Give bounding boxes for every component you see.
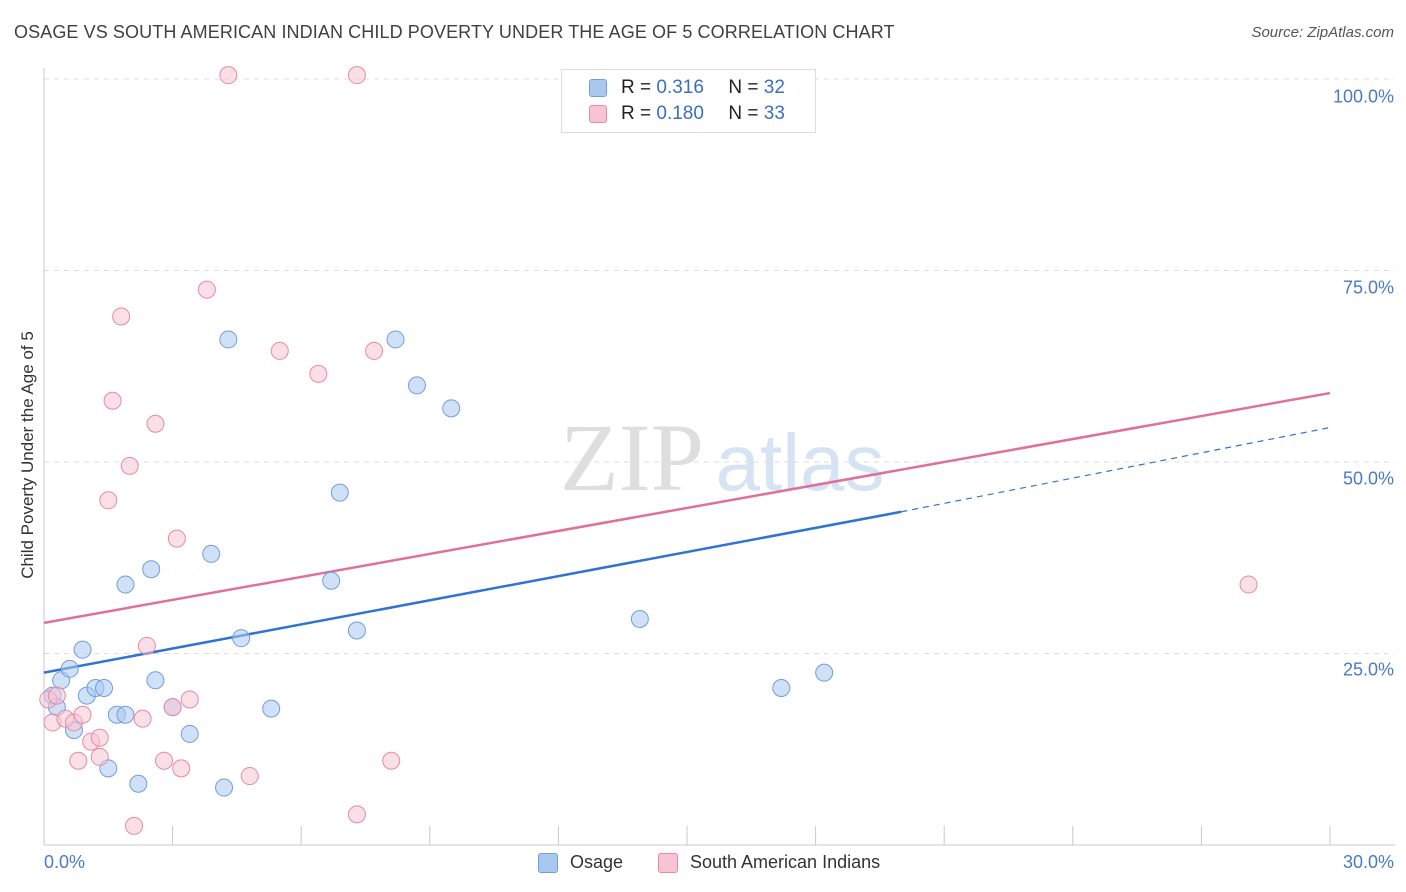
point-osage bbox=[330, 483, 349, 502]
r-value: 0.316 bbox=[656, 77, 704, 98]
point-south-american-indians bbox=[90, 728, 109, 747]
y-axis-label: Child Poverty Under the Age of 5 bbox=[18, 331, 37, 579]
point-osage bbox=[262, 699, 281, 718]
point-south-american-indians bbox=[180, 690, 199, 709]
point-south-american-indians bbox=[382, 751, 401, 770]
series-legend: Osage South American Indians bbox=[0, 852, 1406, 878]
r-value: 0.180 bbox=[656, 103, 704, 124]
point-south-american-indians bbox=[112, 307, 131, 326]
point-south-american-indians bbox=[133, 709, 152, 728]
data-points bbox=[39, 66, 1258, 835]
point-south-american-indians bbox=[47, 686, 66, 705]
point-south-american-indians bbox=[1239, 575, 1258, 594]
point-south-american-indians bbox=[73, 705, 92, 724]
point-south-american-indians bbox=[197, 280, 216, 299]
point-osage bbox=[322, 571, 341, 590]
axes bbox=[43, 68, 1395, 846]
point-south-american-indians bbox=[167, 529, 186, 548]
point-osage bbox=[142, 560, 161, 579]
x-tick-label: 0.0% bbox=[44, 852, 86, 872]
point-south-american-indians bbox=[125, 816, 144, 835]
point-south-american-indians bbox=[69, 751, 88, 770]
y-tick-label: 50.0% bbox=[1342, 468, 1394, 489]
y-tick-label: 100.0% bbox=[1332, 86, 1394, 107]
point-osage bbox=[129, 774, 148, 793]
point-south-american-indians bbox=[172, 759, 191, 778]
watermark: ZIP atlas bbox=[560, 404, 884, 511]
point-osage bbox=[219, 330, 238, 349]
point-south-american-indians bbox=[240, 767, 259, 786]
osage-swatch bbox=[589, 79, 607, 97]
watermark-zip: ZIP bbox=[560, 404, 704, 511]
point-south-american-indians bbox=[365, 341, 384, 360]
gridlines bbox=[44, 78, 1395, 654]
point-osage bbox=[146, 671, 165, 690]
point-osage bbox=[202, 544, 221, 563]
point-south-american-indians bbox=[137, 636, 156, 655]
y-tick-label: 25.0% bbox=[1342, 659, 1394, 680]
chart-title: OSAGE VS SOUTH AMERICAN INDIAN CHILD POV… bbox=[14, 22, 895, 42]
point-osage bbox=[95, 678, 114, 697]
osage-swatch bbox=[538, 852, 558, 873]
south-american-indians-swatch bbox=[589, 105, 607, 123]
point-south-american-indians bbox=[99, 491, 118, 510]
r-label: R = bbox=[621, 103, 652, 124]
point-south-american-indians bbox=[347, 66, 366, 85]
point-south-american-indians bbox=[103, 391, 122, 410]
trend-lines bbox=[43, 391, 1331, 674]
point-osage bbox=[60, 659, 79, 678]
point-south-american-indians bbox=[219, 66, 238, 85]
n-value: 32 bbox=[763, 77, 785, 98]
point-osage bbox=[815, 663, 834, 682]
point-osage bbox=[347, 621, 366, 640]
point-osage bbox=[215, 778, 234, 797]
point-osage bbox=[232, 629, 251, 648]
legend-row-south-american-indians: R = 0.180 N = 33 bbox=[589, 102, 785, 126]
stats-legend: R = 0.316 N = 32 R = 0.180 N = 33 bbox=[561, 69, 816, 133]
y-tick-label: 75.0% bbox=[1342, 277, 1394, 298]
trend-line-osage bbox=[43, 510, 902, 674]
point-south-american-indians bbox=[270, 341, 289, 360]
trend-line-south-american-indians bbox=[43, 391, 1331, 625]
n-label: N = bbox=[728, 103, 759, 124]
point-south-american-indians bbox=[146, 414, 165, 433]
legend-label: South American Indians bbox=[690, 852, 881, 872]
point-south-american-indians bbox=[309, 364, 328, 383]
point-south-american-indians bbox=[120, 456, 139, 475]
trend-line-extension-osage bbox=[901, 426, 1331, 513]
point-osage bbox=[386, 330, 405, 349]
legend-label: Osage bbox=[570, 852, 624, 872]
x-tick-label: 30.0% bbox=[1342, 852, 1394, 872]
point-osage bbox=[630, 610, 649, 629]
point-osage bbox=[772, 678, 791, 697]
n-value: 33 bbox=[763, 103, 785, 124]
point-osage bbox=[442, 399, 461, 418]
point-osage bbox=[116, 705, 135, 724]
source-label: Source: ZipAtlas.com bbox=[1251, 24, 1394, 41]
watermark-atlas: atlas bbox=[716, 418, 885, 507]
legend-item-south-american-indians[interactable]: South American Indians bbox=[658, 852, 880, 873]
point-south-american-indians bbox=[90, 747, 109, 766]
n-label: N = bbox=[728, 77, 759, 98]
south-american-indians-swatch bbox=[658, 852, 678, 873]
point-south-american-indians bbox=[155, 751, 174, 770]
legend-row-osage: R = 0.316 N = 32 bbox=[589, 76, 785, 100]
point-south-american-indians bbox=[163, 698, 182, 717]
point-osage bbox=[73, 640, 92, 659]
legend-item-osage[interactable]: Osage bbox=[538, 852, 623, 873]
point-osage bbox=[116, 575, 135, 594]
point-south-american-indians bbox=[347, 805, 366, 824]
point-osage bbox=[180, 724, 199, 743]
r-label: R = bbox=[621, 77, 652, 98]
point-osage bbox=[407, 376, 426, 395]
